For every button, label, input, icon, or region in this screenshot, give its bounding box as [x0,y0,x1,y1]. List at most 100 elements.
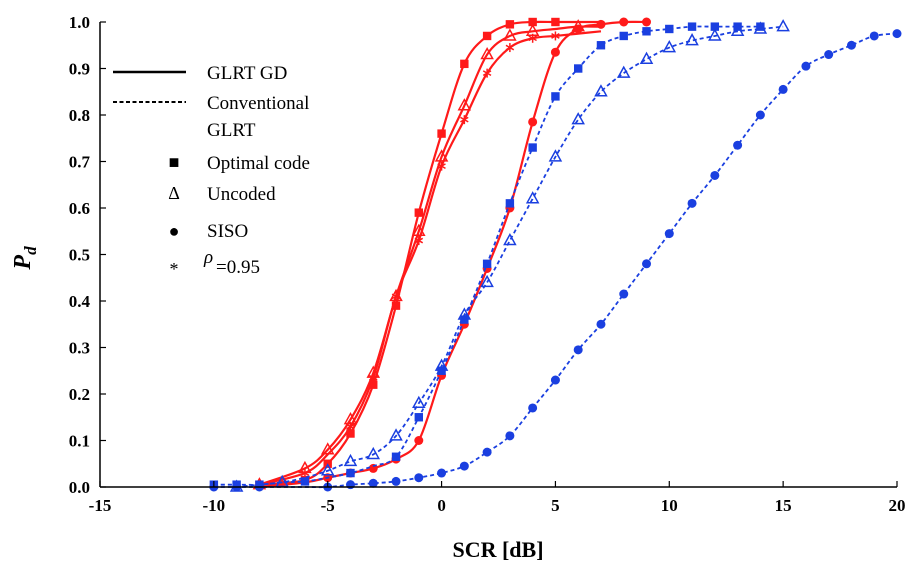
data-point-square [482,259,492,268]
series-line [259,20,647,489]
x-tick-label: 10 [661,496,678,515]
data-point-star-stroke [391,293,401,300]
y-ticks: 0.0 0.1 0.2 0.3 0.4 0.5 0.6 0.7 0.8 0.9 1.0 [69,13,106,497]
x-tick-label: -10 [203,496,226,515]
axes-layer [99,22,897,488]
data-point-star-stroke [414,237,424,244]
data-point-square [414,208,423,217]
data-point-star-stroke [482,70,492,77]
data-point-star [460,115,469,125]
data-point-triangle [480,274,494,288]
data-point-square [551,92,560,101]
data-point-triangle [525,191,540,204]
y-axis-title-main: P [10,255,36,271]
data-point-circle [573,24,583,34]
data-point-circle [869,31,879,41]
data-point-star-stroke [368,374,378,381]
data-point-circle [437,468,447,478]
data-point-star-stroke [437,163,446,170]
y-tick-label: 0.6 [69,199,90,218]
data-point-star-stroke [300,470,310,476]
data-point-circle [596,319,606,329]
y-tick-label: 1.0 [69,13,90,32]
data-point-triangle [730,23,745,37]
series-glrt-gd-star [259,30,602,487]
data-point-triangle [457,307,472,320]
data-point-triangle [457,98,472,111]
data-point-triangle [412,395,426,409]
data-point-circle [505,431,515,441]
data-point-circle [619,17,629,27]
data-point-square [369,380,378,389]
data-point-star-stroke [505,44,515,51]
data-point-square [756,22,765,31]
data-point-triangle [434,149,449,162]
data-point-triangle [366,446,381,460]
legend-label-conventional: Conventional [207,93,309,114]
data-point-triangle [548,149,563,162]
x-tick-label: -5 [321,496,335,515]
series-line [259,20,601,486]
data-point-triangle [776,19,790,32]
data-point-star [391,291,401,301]
legend-symbol-star: * [170,259,179,279]
legend-label-rho: ρ [203,247,213,268]
data-point-circle [459,461,469,471]
data-point-star [368,373,378,383]
data-point-star-stroke [551,33,560,39]
data-point-square [391,301,401,310]
data-point-circle [755,110,765,120]
x-tick-label: 15 [775,496,792,515]
y-tick-label: 0.3 [69,339,90,358]
legend-symbol-circle: ● [169,221,180,241]
data-point-circle [733,140,743,150]
data-point-square [482,31,492,41]
series-layer [209,17,902,492]
data-point-square [596,41,606,50]
data-point-square [346,468,355,478]
data-point-circle [892,29,902,39]
data-point-star [300,468,310,478]
data-point-square [300,477,310,486]
data-point-star [346,422,355,432]
y-tick-label: 0.5 [69,246,90,265]
x-axis-title: SCR [dB] [452,537,543,562]
x-ticks: -15 -10 -5 0 5 10 15 20 [89,481,906,515]
data-point-square [505,20,515,29]
data-point-circle [778,84,788,94]
x-tick-label: 20 [889,496,906,515]
series-conventional-glrt-triangle [229,19,790,492]
data-point-triangle [389,428,403,441]
data-point-triangle [594,84,608,97]
series-line [259,30,602,486]
data-point-star [551,31,560,41]
data-point-square [391,452,401,461]
data-point-circle [664,229,674,239]
data-point-circle [391,476,401,486]
data-point-star-stroke [460,116,469,123]
data-point-triangle [343,453,358,467]
legend-label-glrt: GLRT [207,120,256,141]
y-tick-label: 0.9 [69,60,90,79]
data-point-square [642,27,651,36]
legend-symbol-triangle: Δ [168,183,180,203]
data-point-triangle [503,28,517,41]
data-point-circle [345,480,355,490]
data-point-circle [368,478,378,488]
data-point-triangle [434,358,449,371]
data-point-circle [414,436,424,445]
data-point-square [574,64,583,73]
y-tick-label: 0.1 [69,432,90,451]
y-axis-title: Pd [10,246,40,271]
data-point-triangle [639,51,654,64]
data-point-star-stroke [346,423,355,430]
y-tick-label: 0.4 [69,292,91,311]
data-point-triangle [685,33,699,46]
y-axis-title-sub: d [21,246,40,255]
data-point-circle [687,198,697,208]
x-tick-label: 5 [551,496,560,515]
data-point-circle [846,40,856,50]
data-point-triangle [662,40,677,53]
data-point-circle [642,17,652,27]
